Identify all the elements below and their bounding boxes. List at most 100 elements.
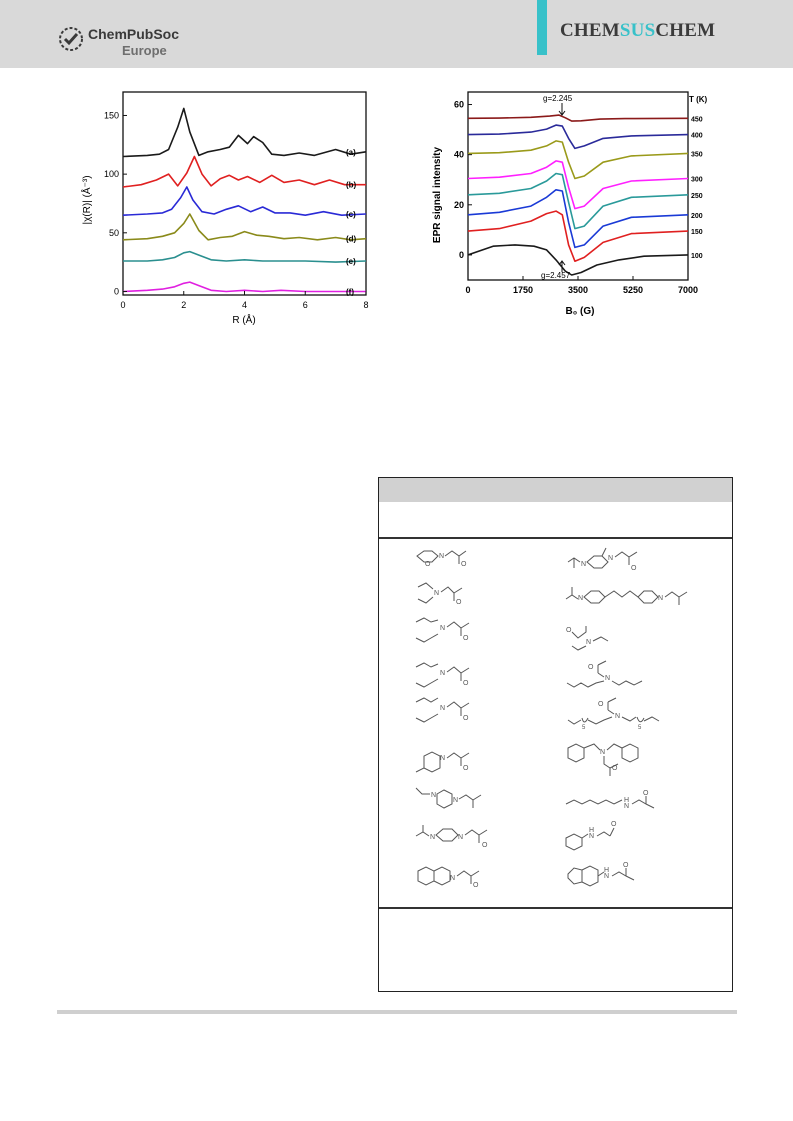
footer-rule xyxy=(57,1010,737,1014)
svg-text:N: N xyxy=(430,834,435,841)
publisher-name: ChemPubSoc xyxy=(88,26,180,42)
svg-text:N: N xyxy=(615,713,620,720)
svg-text:N: N xyxy=(440,755,445,762)
svg-text:O: O xyxy=(463,765,469,772)
epr-annotation-g-upper: g=2.245 xyxy=(543,94,573,103)
epr-series-line-3 xyxy=(467,160,689,210)
epr-legend-title: T (K) xyxy=(689,95,708,104)
exafs-ytick-label-0: 0 xyxy=(114,286,119,296)
epr-xtick-label-2: 3500 xyxy=(568,285,588,295)
svg-text:O: O xyxy=(463,635,469,642)
exafs-plot-frame xyxy=(122,91,367,296)
exafs-chart: 0 2 4 6 8 0 50 100 150 (a) (b) (c) (d) (e) (f) |χ(R)|… xyxy=(80,91,369,326)
structure-dibutylamine-acetone-alt: O N xyxy=(566,660,643,688)
svg-text:N: N xyxy=(450,875,455,882)
structure-dioctylamine-acetone: O N 5 5 xyxy=(567,697,660,731)
svg-text:N: N xyxy=(458,834,463,841)
epr-series-line-5 xyxy=(467,189,689,249)
structure-ethylpiperazine-acetone: N N xyxy=(415,787,482,809)
exafs-series-group xyxy=(122,107,367,293)
epr-ytick-label-3: 60 xyxy=(454,100,464,110)
svg-text:N: N xyxy=(431,792,436,799)
svg-text:O: O xyxy=(425,561,431,568)
epr-ticks-group: 0 1750 3500 5250 7000 0 20 40 60 xyxy=(454,100,698,295)
epr-series-label-2: 350 xyxy=(691,151,703,158)
svg-text:O: O xyxy=(612,765,618,772)
exafs-ylabel: |χ(R)| (Å⁻³) xyxy=(80,175,93,224)
structure-morpholine-acetone: O N O xyxy=(416,550,467,568)
exafs-series-line-5 xyxy=(122,281,366,293)
structure-aminoindane-acetone: H N O xyxy=(567,862,635,887)
exafs-series-line-2 xyxy=(122,186,367,216)
epr-ytick-label-1: 20 xyxy=(454,200,464,210)
svg-text:N: N xyxy=(608,555,613,562)
svg-text:N: N xyxy=(604,873,609,880)
epr-series-label-7: 100 xyxy=(691,253,703,260)
epr-xlabel: B₀ (G) xyxy=(566,306,595,317)
exafs-ytick-label-3: 150 xyxy=(104,110,119,120)
svg-text:O: O xyxy=(456,599,462,606)
structure-table: O N O N O N O N O N O N O N N xyxy=(378,477,733,992)
epr-series-label-4: 250 xyxy=(691,193,703,200)
exafs-series-label-4: (e) xyxy=(346,257,356,266)
exafs-xlabel: R (Å) xyxy=(232,313,255,326)
epr-series-line-4 xyxy=(467,172,689,230)
chempubsoc-logo-icon xyxy=(59,27,83,51)
svg-text:N: N xyxy=(624,803,629,810)
svg-text:O: O xyxy=(482,842,488,849)
table-rule-top xyxy=(379,537,732,539)
exafs-xtick-label-3: 6 xyxy=(303,300,308,310)
epr-ytick-label-2: 40 xyxy=(454,150,464,160)
structure-dibutylamine-acetone: N O xyxy=(415,662,470,688)
exafs-ytick-label-2: 100 xyxy=(104,169,119,179)
svg-text:O: O xyxy=(473,882,479,889)
epr-annotation-g-lower: g=2.457 xyxy=(541,271,571,280)
table-header-band xyxy=(379,478,732,502)
epr-series-label-6: 150 xyxy=(691,229,703,236)
exafs-ytick-label-1: 50 xyxy=(109,228,119,238)
svg-text:H: H xyxy=(624,797,629,804)
svg-text:N: N xyxy=(589,833,594,840)
exafs-xtick-label-1: 2 xyxy=(181,300,186,310)
structure-dibenzylamine-acetone: N O xyxy=(567,743,639,776)
exafs-labels-group: (a) (b) (c) (d) (e) (f) xyxy=(346,148,357,297)
epr-series-label-0: 450 xyxy=(691,116,703,123)
exafs-series-line-3 xyxy=(122,213,367,241)
exafs-series-line-0 xyxy=(122,107,367,158)
epr-arrow-upper xyxy=(558,103,566,116)
exafs-xtick-label-0: 0 xyxy=(120,300,125,310)
exafs-series-label-1: (b) xyxy=(346,181,357,190)
accent-bar xyxy=(537,0,547,55)
structure-diisobutylamine-acetone: N O xyxy=(415,697,470,723)
epr-series-line-2 xyxy=(467,140,689,180)
structure-diethylamine-acetone: N O xyxy=(417,582,463,606)
page-header: ChemPubSoc Europe CHEMSUSCHEM xyxy=(0,0,793,68)
svg-text:O: O xyxy=(623,862,629,869)
svg-text:O: O xyxy=(598,701,604,708)
epr-xtick-label-1: 1750 xyxy=(513,285,533,295)
exafs-xtick-label-4: 8 xyxy=(363,300,368,310)
svg-text:O: O xyxy=(611,821,617,828)
svg-text:N: N xyxy=(440,625,445,632)
svg-text:N: N xyxy=(586,639,591,646)
structure-aniline-acetone: H N O xyxy=(565,821,617,851)
epr-arrow-lower xyxy=(558,260,566,272)
exafs-series-label-0: (a) xyxy=(346,148,356,157)
epr-series-group xyxy=(467,114,689,276)
structure-methylpiperazine-bis-acetone: N N O xyxy=(567,547,638,572)
svg-text:H: H xyxy=(604,867,609,874)
structure-tetrahydroisoquinoline-acetone: N O xyxy=(417,866,480,889)
exafs-series-label-3: (d) xyxy=(346,235,357,244)
svg-text:O: O xyxy=(588,664,594,671)
epr-series-label-1: 400 xyxy=(691,133,703,140)
structure-bipiperidine-propane-bis-acetone: N N xyxy=(565,587,688,605)
structure-octylamine-acetone: H N O xyxy=(565,790,655,810)
exafs-series-line-4 xyxy=(123,250,367,263)
epr-series-label-3: 300 xyxy=(691,177,703,184)
svg-text:N: N xyxy=(600,749,605,756)
svg-text:O: O xyxy=(631,565,637,572)
svg-text:O: O xyxy=(463,680,469,687)
exafs-series-label-5: (f) xyxy=(346,288,354,297)
exafs-series-line-1 xyxy=(122,155,366,188)
svg-text:O: O xyxy=(566,627,572,634)
